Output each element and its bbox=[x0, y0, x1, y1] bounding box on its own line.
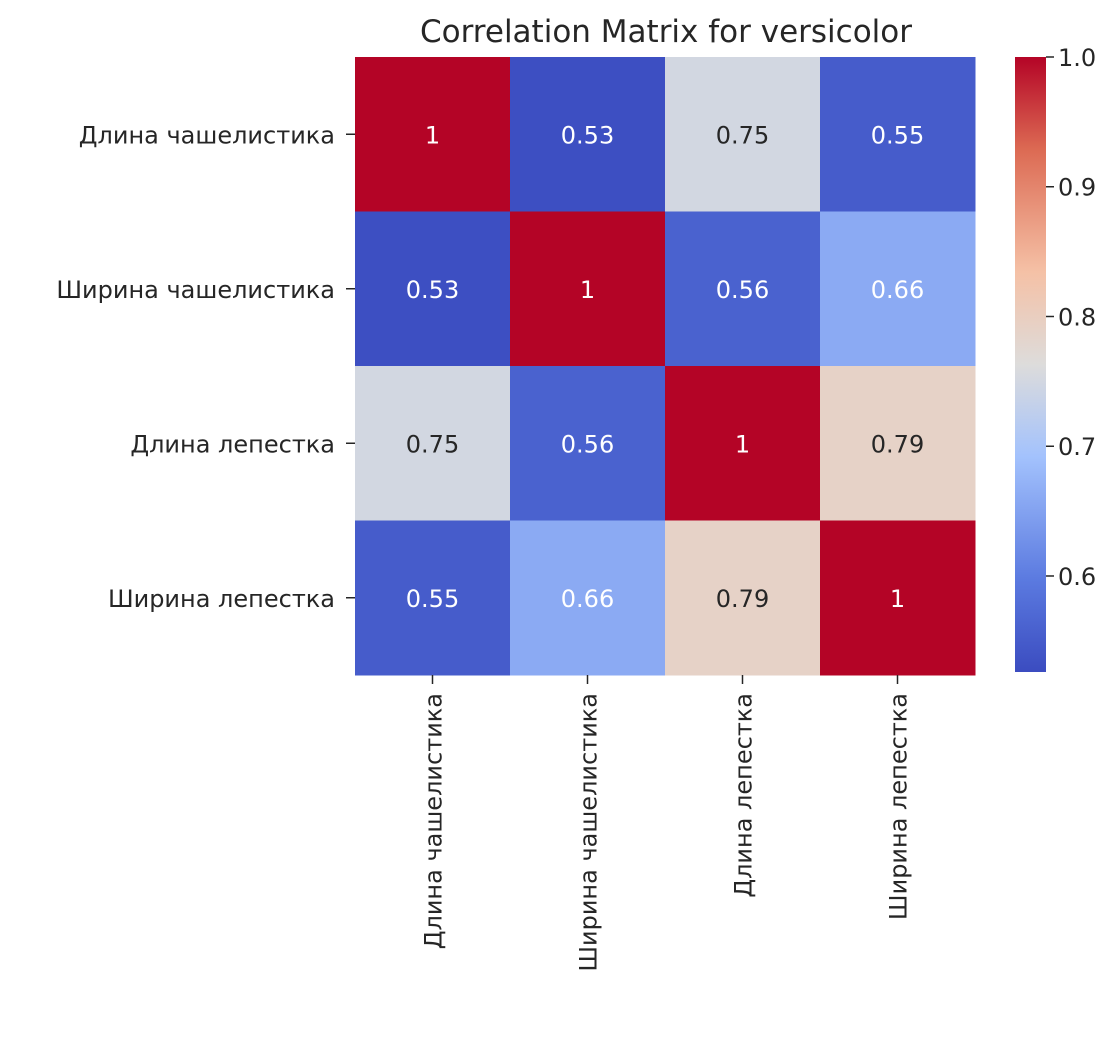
row-tick-label: Длина чашелистика bbox=[79, 121, 335, 149]
cell-value-label: 0.79 bbox=[871, 430, 924, 458]
heatmap-cell bbox=[510, 211, 666, 367]
column-tick-label: Длина чашелистика bbox=[420, 693, 448, 949]
heatmap-cell bbox=[665, 520, 821, 676]
row-tick-label: Ширина чашелистика bbox=[56, 276, 335, 304]
heatmap-cell bbox=[510, 520, 666, 676]
colorbar-tick-label: 0.7 bbox=[1058, 433, 1096, 461]
heatmap-cell bbox=[665, 57, 821, 212]
heatmap-cell bbox=[665, 366, 821, 521]
cell-value-label: 0.53 bbox=[561, 121, 614, 149]
heatmap-cell bbox=[355, 366, 511, 521]
cell-value-label: 1 bbox=[890, 585, 905, 613]
column-tick-label: Ширина лепестка bbox=[885, 693, 913, 920]
row-tick-label: Длина лепестка bbox=[130, 430, 335, 458]
heatmap-cell bbox=[820, 366, 976, 521]
cell-value-label: 0.66 bbox=[561, 585, 614, 613]
cell-value-label: 0.66 bbox=[871, 276, 924, 304]
cell-value-label: 0.56 bbox=[561, 430, 614, 458]
heatmap-cell bbox=[510, 57, 666, 212]
cell-value-label: 0.75 bbox=[406, 430, 459, 458]
cell-value-label: 0.55 bbox=[406, 585, 459, 613]
column-tick-label: Длина лепестка bbox=[730, 693, 758, 898]
cell-value-label: 0.75 bbox=[716, 121, 769, 149]
column-tick-labels: Длина чашелистика Ширина чашелистика Длина… bbox=[420, 675, 913, 972]
heatmap-cell bbox=[665, 211, 821, 367]
column-tick-label: Ширина чашелистика bbox=[575, 693, 603, 972]
colorbar bbox=[1015, 57, 1046, 672]
colorbar-tick-label: 1.0 bbox=[1058, 44, 1096, 72]
row-tick-labels: Длина чашелистика Ширина чашелистика Длина… bbox=[56, 121, 355, 613]
heatmap-cell-labels: 1 0.53 0.75 0.55 0.53 1 0.56 0.66 0.75 0.56 1 0.79 0… bbox=[406, 121, 924, 613]
cell-value-label: 0.56 bbox=[716, 276, 769, 304]
heatmap-cell bbox=[355, 57, 511, 212]
colorbar-tick-label: 0.9 bbox=[1058, 174, 1096, 202]
heatmap-cell bbox=[820, 57, 976, 212]
colorbar-tick-label: 0.6 bbox=[1058, 563, 1096, 591]
colorbar-tick-label: 0.8 bbox=[1058, 303, 1096, 331]
colorbar-ticks: 0.6 0.7 0.8 0.9 1.0 bbox=[1046, 44, 1096, 591]
heatmap-cell bbox=[820, 211, 976, 367]
heatmap-cells bbox=[355, 57, 976, 676]
cell-value-label: 0.79 bbox=[716, 585, 769, 613]
cell-value-label: 1 bbox=[735, 430, 750, 458]
cell-value-label: 1 bbox=[425, 121, 440, 149]
heatmap-cell bbox=[355, 520, 511, 676]
chart-title: Correlation Matrix for versicolor bbox=[420, 14, 912, 50]
cell-value-label: 1 bbox=[580, 276, 595, 304]
cell-value-label: 0.53 bbox=[406, 276, 459, 304]
heatmap-cell bbox=[510, 366, 666, 521]
row-tick-label: Ширина лепестка bbox=[108, 585, 335, 613]
heatmap-cell bbox=[355, 211, 511, 367]
cell-value-label: 0.55 bbox=[871, 121, 924, 149]
heatmap-cell bbox=[820, 520, 976, 676]
